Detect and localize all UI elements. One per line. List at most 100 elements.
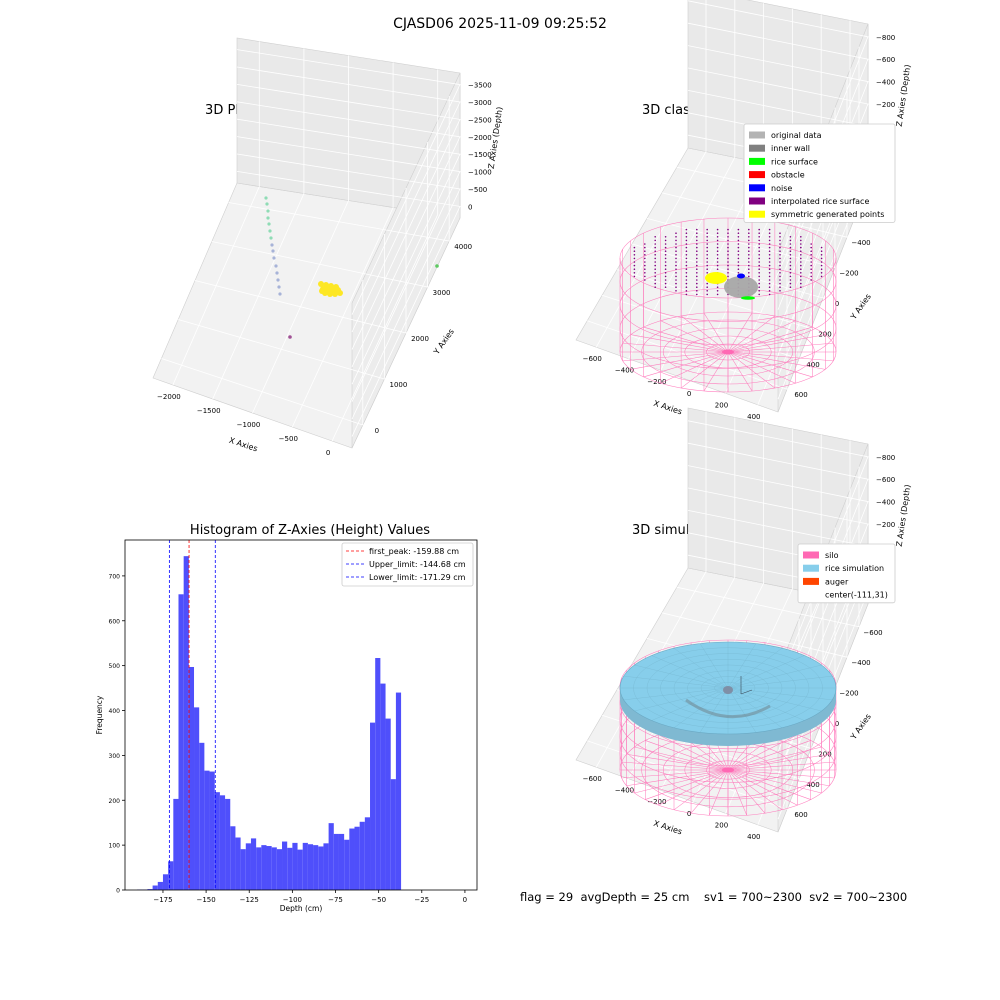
p2-interp-dot <box>758 286 760 289</box>
p2-legend-swatch <box>749 131 765 139</box>
p2-interp-dot <box>737 254 740 256</box>
hist-bar <box>370 722 376 890</box>
p4-rice-mesh-spoke <box>699 687 729 733</box>
p4-legend-label: auger <box>825 577 849 586</box>
p1-grid-x <box>252 55 349 414</box>
hist-ylabel: Frequency <box>95 695 104 734</box>
p2-interp-dot <box>696 232 698 234</box>
p1-data-point <box>267 222 271 226</box>
p2-interp-dot <box>633 261 636 263</box>
p1-ztick-label: −2000 <box>468 134 492 142</box>
hist-ytick-label: 0 <box>116 888 120 895</box>
p1-grid-z <box>236 101 461 367</box>
p2-interp-dot <box>644 275 646 278</box>
p2-interp-dot <box>800 272 802 274</box>
p4-silo-spoke <box>658 734 729 771</box>
hist-bar <box>333 833 339 890</box>
hist-bar <box>323 843 329 890</box>
p4-grid-z <box>687 442 869 708</box>
hist-bar <box>307 844 314 890</box>
p2-interp-dot <box>789 254 792 256</box>
p2-interp-dot <box>675 254 677 256</box>
hist-xtick-label: 0 <box>463 896 467 904</box>
p2-ytick-label: −400 <box>851 239 870 247</box>
p4-silo-floor-ring <box>706 760 750 780</box>
p4-grid-z <box>687 465 869 730</box>
p1-ztick-label: 0 <box>468 203 472 211</box>
p2-interp-dot <box>800 236 802 238</box>
panel4-3d-simulation: −600 −400 −200 0 200 400 600 400 200 0 −200 −400 −60… <box>575 407 912 841</box>
p2-interp-dot <box>768 236 771 238</box>
p1-data-point <box>266 209 270 213</box>
p1-cluster-point <box>327 291 333 297</box>
p2-interp-dot <box>758 236 760 238</box>
p2-interp-dot <box>685 290 688 292</box>
p4-xtick-label: 0 <box>687 810 691 818</box>
p2-silo-spoke <box>727 326 813 353</box>
p2-interp-dot <box>810 257 812 260</box>
p2-interp-dot <box>675 272 677 274</box>
p2-interp-dot <box>644 268 646 271</box>
p2-silo-spoke <box>703 351 729 392</box>
p4-rice-mesh-spoke <box>699 643 729 689</box>
p4-ytick-label: 0 <box>835 720 839 728</box>
p2-interp-dot <box>820 261 823 263</box>
p2-interp-dot <box>685 275 688 278</box>
p2-silo-spoke <box>643 351 729 378</box>
p2-interp-dot <box>685 236 688 238</box>
hist-bar <box>380 683 386 890</box>
p1-cluster-point <box>318 281 324 287</box>
p2-interp-dot <box>800 279 802 281</box>
p2-interp-dot <box>633 246 636 249</box>
p2-interp-dot <box>810 268 812 271</box>
hist-bar <box>199 742 205 890</box>
p4-xtick-label: −600 <box>583 775 602 783</box>
p1-xtick-label: 0 <box>326 449 330 457</box>
p4-silo-spoke <box>626 769 729 787</box>
hist-axes-frame <box>124 539 478 891</box>
p2-interp-dot <box>696 239 698 242</box>
p2-interp-dot <box>810 250 812 252</box>
p2-interp-dot <box>685 232 688 234</box>
p2-interp-dot <box>779 282 781 285</box>
p1-data-point <box>266 216 270 220</box>
p2-interp-dot <box>685 286 688 289</box>
p2-interp-dot <box>685 264 688 267</box>
p2-interp-dot <box>644 279 646 281</box>
p2-interp-dot <box>654 272 656 274</box>
p2-interp-dot <box>644 250 646 252</box>
p2-interp-dot <box>675 286 677 289</box>
p2-interp-dot <box>748 250 750 252</box>
p2-interp-dot <box>664 257 667 260</box>
p2-interp-dot <box>810 264 812 267</box>
p2-interp-dot <box>768 250 771 252</box>
p2-interp-dot <box>664 243 667 245</box>
p2-interp-dot <box>737 261 740 263</box>
p1-data-point <box>277 285 281 289</box>
p2-interp-dot <box>800 261 802 263</box>
p2-interp-dot <box>779 254 781 256</box>
p2-interp-dot <box>706 290 708 292</box>
p2-interp-dot <box>758 290 760 292</box>
p2-interp-dot <box>727 254 729 256</box>
p2-ztick-label: −600 <box>876 56 895 64</box>
p2-interp-dot <box>789 286 792 289</box>
p2-interp-dot <box>737 272 740 274</box>
hist-bar <box>256 847 262 890</box>
p4-rice-mesh-spoke <box>651 655 729 689</box>
p2-interp-dot <box>737 236 740 238</box>
hist-bar <box>282 841 288 890</box>
p2-interp-dot <box>706 261 708 263</box>
p2-interp-dot <box>800 246 802 249</box>
p2-silo-spoke <box>680 315 729 353</box>
hist-bar <box>250 838 257 890</box>
p2-interp-dot <box>706 268 708 271</box>
hist-bar <box>147 889 153 890</box>
panel3-title: Histogram of Z-Axies (Height) Values <box>189 523 431 538</box>
p2-interp-dot <box>696 286 698 289</box>
p2-interp-dot <box>706 243 708 245</box>
p2-noise-points <box>737 273 745 279</box>
p2-interp-dot <box>768 257 771 260</box>
p4-silo-spoke <box>727 769 830 787</box>
p2-interp-dot <box>706 282 708 285</box>
